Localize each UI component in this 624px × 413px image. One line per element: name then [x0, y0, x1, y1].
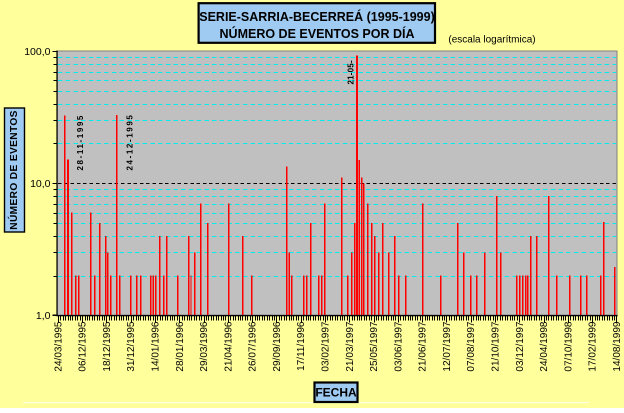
svg-text:1,0: 1,0	[36, 310, 51, 322]
svg-text:14/08/1999: 14/08/1999	[612, 321, 623, 371]
svg-text:21/04/1996: 21/04/1996	[223, 321, 234, 371]
svg-text:28/01/1996: 28/01/1996	[175, 321, 186, 371]
svg-text:FECHA: FECHA	[315, 386, 357, 400]
svg-text:29/09/1996: 29/09/1996	[272, 321, 283, 371]
svg-text:14/01/1996: 14/01/1996	[151, 321, 162, 371]
svg-text:SERIE-SARRIA-BECERREÁ (1995-19: SERIE-SARRIA-BECERREÁ (1995-1999)	[199, 9, 434, 24]
svg-text:NÚMERO DE EVENTOS: NÚMERO DE EVENTOS	[7, 110, 20, 230]
svg-text:100,0: 100,0	[24, 46, 50, 58]
svg-text:25/05/1997: 25/05/1997	[369, 321, 380, 371]
svg-text:03/02/1997: 03/02/1997	[321, 321, 332, 371]
svg-text:26/07/1996: 26/07/1996	[248, 321, 259, 371]
svg-text:24/04/1998: 24/04/1998	[539, 321, 550, 371]
svg-text:17/02/1999: 17/02/1999	[588, 321, 599, 371]
svg-text:07/08/1997: 07/08/1997	[466, 321, 477, 371]
svg-text:21-05-: 21-05-	[346, 60, 355, 84]
svg-text:07/10/1998: 07/10/1998	[563, 321, 574, 371]
svg-text:03/12/1997: 03/12/1997	[515, 321, 526, 371]
svg-text:06/12/1995: 06/12/1995	[78, 321, 89, 371]
svg-text:31/12/1995: 31/12/1995	[126, 321, 137, 371]
svg-text:21/06/1997: 21/06/1997	[418, 321, 429, 371]
svg-text:10,0: 10,0	[30, 178, 51, 190]
svg-text:24-12-1995: 24-12-1995	[125, 114, 134, 171]
svg-text:28-11-1995: 28-11-1995	[76, 114, 85, 170]
svg-text:29/03/1996: 29/03/1996	[199, 321, 210, 371]
svg-text:12/07/1997: 12/07/1997	[442, 321, 453, 371]
svg-text:NÚMERO DE EVENTOS POR DÍA: NÚMERO DE EVENTOS POR DÍA	[220, 26, 415, 41]
svg-text:24/03/1995: 24/03/1995	[53, 321, 64, 371]
svg-text:21/03/1997: 21/03/1997	[345, 321, 356, 371]
svg-text:(escala logarítmica): (escala logarítmica)	[448, 35, 535, 46]
svg-text:21/10/1997: 21/10/1997	[491, 321, 502, 371]
svg-text:18/12/1995: 18/12/1995	[102, 321, 113, 371]
svg-text:03/06/1997: 03/06/1997	[393, 321, 404, 371]
svg-text:17/11/1996: 17/11/1996	[296, 321, 307, 371]
